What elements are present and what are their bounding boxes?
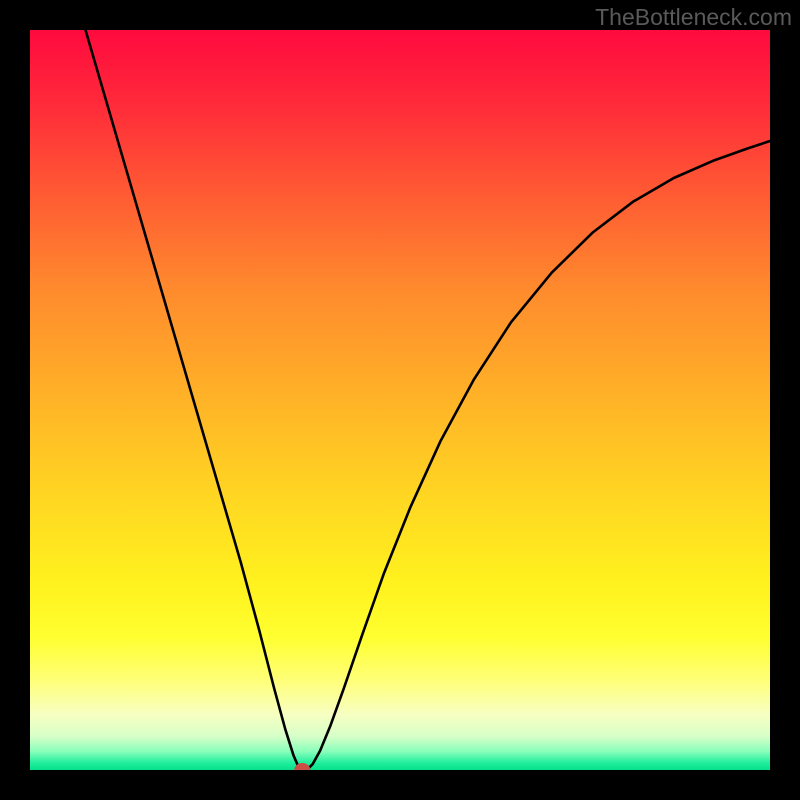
bottleneck-chart xyxy=(0,0,800,800)
watermark-text: TheBottleneck.com xyxy=(595,4,792,31)
chart-container: TheBottleneck.com xyxy=(0,0,800,800)
